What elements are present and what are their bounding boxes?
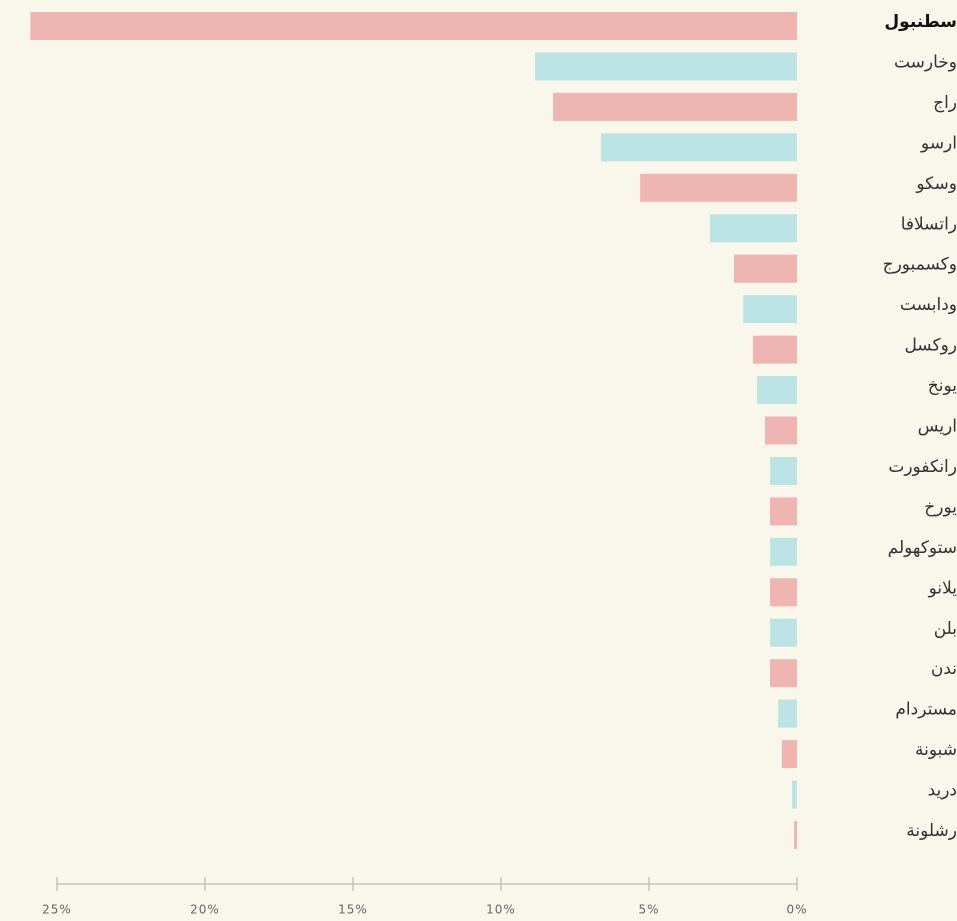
category-label: ودابست <box>900 295 957 315</box>
bar <box>733 254 797 283</box>
bar <box>770 537 797 566</box>
category-label: ارسو <box>920 133 957 153</box>
category-label: رانكفورت <box>888 457 957 477</box>
category-label: ستوكهولم <box>888 538 957 558</box>
category-label: سطنبول <box>884 12 957 32</box>
bar <box>770 497 797 526</box>
category-label: يلانو <box>928 578 957 598</box>
bar <box>781 740 797 769</box>
category-label: شبونة <box>915 740 957 760</box>
bar <box>770 659 797 688</box>
x-tick-label: 5% <box>638 903 659 917</box>
category-label: وسكو <box>915 174 957 194</box>
category-label: يونخ <box>928 376 957 396</box>
bar <box>752 335 797 364</box>
bar <box>770 578 797 607</box>
bar <box>640 173 797 202</box>
x-tick-label: 15% <box>338 903 368 917</box>
category-label: اريس <box>918 417 957 437</box>
bar <box>791 780 797 809</box>
bar <box>770 618 797 647</box>
bar <box>794 821 797 849</box>
x-tick-label: 0% <box>786 903 807 917</box>
category-label: وخارست <box>894 52 957 72</box>
category-label: رشلونة <box>906 821 957 841</box>
x-tick-label: 10% <box>486 903 516 917</box>
category-label: دريد <box>928 781 957 801</box>
category-label: يورخ <box>924 497 957 517</box>
bar <box>601 133 797 162</box>
x-tick-label: 20% <box>190 903 220 917</box>
bar <box>778 699 797 728</box>
category-label: مستردام <box>895 700 957 720</box>
category-label: بلن <box>934 619 957 639</box>
category-label: راتسلافا <box>901 214 957 234</box>
x-tick-label: 25% <box>42 903 72 917</box>
bar <box>770 456 797 485</box>
bar <box>535 52 797 81</box>
bar <box>553 92 797 121</box>
bar <box>709 214 797 243</box>
bar <box>743 295 797 324</box>
bar <box>757 376 797 405</box>
category-label: وكسمبورج <box>883 255 957 275</box>
bar <box>765 416 797 445</box>
category-label: راج <box>933 93 957 113</box>
category-label: ندن <box>931 659 957 679</box>
bar <box>30 12 798 40</box>
category-label: روكسل <box>904 336 957 356</box>
